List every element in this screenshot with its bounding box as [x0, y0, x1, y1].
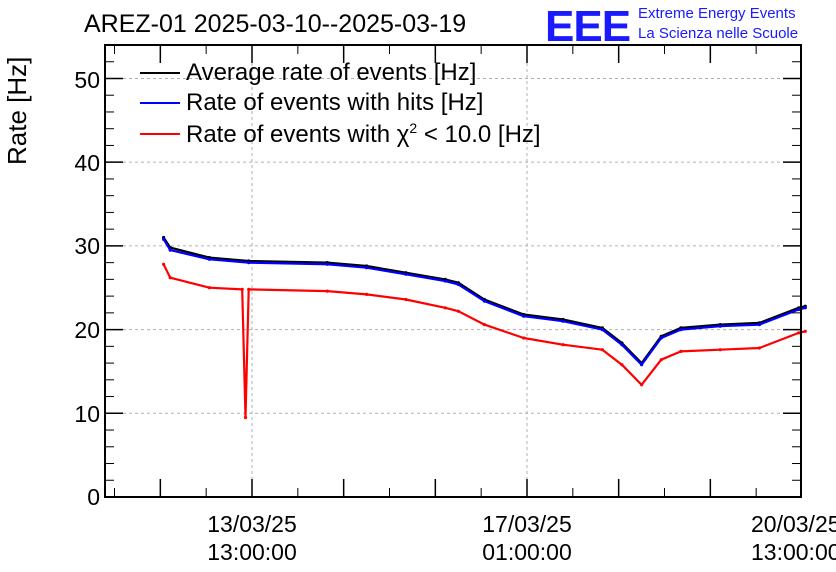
- data-point-hits: [659, 336, 663, 340]
- x-tick-date: 20/03/25: [751, 511, 836, 537]
- legend-swatch: [140, 133, 180, 135]
- data-point-chi2: [404, 297, 408, 302]
- x-tick-date: 17/03/25: [482, 511, 572, 537]
- data-point-hits: [600, 328, 604, 332]
- data-point-chi2: [803, 329, 807, 333]
- x-tick-date: 13/03/25: [207, 511, 297, 537]
- data-point-hits: [797, 307, 801, 312]
- logo-line-2: La Scienza nelle Scuole: [638, 25, 799, 42]
- legend-item-avg: Average rate of events [Hz]: [140, 58, 476, 88]
- data-point-hits: [718, 324, 722, 328]
- y-tick-label: 40: [74, 150, 100, 176]
- logo-line-1: Extreme Energy Events: [638, 5, 796, 22]
- y-tick-label: 30: [74, 233, 100, 259]
- series-line-chi2: [162, 263, 806, 419]
- data-point-chi2: [757, 346, 762, 350]
- legend-label: Rate of events with χ2 < 10.0 [Hz]: [186, 120, 541, 149]
- eee-logo: EEE: [545, 2, 631, 51]
- y-tick-label: 10: [74, 401, 100, 427]
- data-point-chi2: [522, 336, 526, 340]
- data-point-chi2: [600, 348, 604, 352]
- data-point-chi2: [240, 287, 244, 291]
- series-lines: [162, 235, 807, 420]
- plot-frame: [104, 44, 802, 498]
- legend-item-hits: Rate of events with hits [Hz]: [140, 88, 483, 118]
- legend-swatch: [140, 102, 180, 104]
- data-point-chi2: [659, 358, 663, 362]
- data-point-hits: [162, 237, 166, 241]
- data-point-hits: [168, 248, 172, 252]
- x-tick-label: 13/03/25 13:00:00: [192, 510, 312, 566]
- data-point-chi2: [243, 415, 248, 420]
- data-point-hits: [561, 319, 565, 323]
- data-point-chi2: [679, 349, 683, 353]
- x-tick-label: 20/03/25 13:00:00: [751, 510, 836, 566]
- data-point-hits: [365, 266, 369, 270]
- data-point-hits: [404, 272, 408, 276]
- legend-label-suffix: < 10.0 [Hz]: [417, 120, 541, 148]
- data-point-hits: [247, 261, 251, 265]
- data-point-hits: [640, 363, 644, 367]
- legend-label-prefix: Rate of events with χ: [186, 120, 410, 148]
- data-point-chi2: [365, 292, 369, 296]
- data-point-chi2: [325, 289, 329, 293]
- data-point-chi2: [456, 309, 460, 313]
- x-tick-time: 13:00:00: [751, 539, 836, 565]
- y-tick-label: 50: [74, 67, 100, 93]
- data-point-chi2: [168, 276, 172, 280]
- data-point-chi2: [443, 306, 447, 310]
- x-tick-time: 01:00:00: [482, 539, 572, 565]
- data-point-hits: [482, 299, 486, 303]
- data-point-hits: [522, 314, 526, 318]
- data-point-chi2: [247, 287, 251, 291]
- data-point-chi2: [640, 383, 644, 387]
- y-tick-label: 20: [74, 317, 100, 343]
- data-point-hits: [456, 282, 460, 286]
- y-tick-label: 0: [87, 484, 100, 510]
- x-tick-label: 17/03/25 01:00:00: [467, 510, 587, 566]
- data-point-chi2: [797, 331, 801, 335]
- legend-item-chi2: Rate of events with χ2 < 10.0 [Hz]: [140, 119, 541, 149]
- data-point-hits: [803, 306, 807, 310]
- data-point-chi2: [207, 286, 211, 290]
- data-point-chi2: [561, 343, 565, 347]
- axis-ticks: [105, 45, 801, 498]
- data-point-chi2: [620, 363, 624, 367]
- data-point-hits: [325, 262, 329, 266]
- legend-label-sup: 2: [409, 119, 418, 136]
- data-point-chi2: [162, 262, 166, 266]
- legend-swatch: [140, 72, 180, 74]
- data-point-hits: [757, 323, 762, 327]
- chart-title: AREZ-01 2025-03-10--2025-03-19: [84, 10, 467, 38]
- data-point-hits: [443, 279, 447, 283]
- data-point-hits: [679, 328, 683, 332]
- data-point-chi2: [482, 323, 486, 327]
- data-point-hits: [207, 257, 211, 261]
- y-axis-label: Rate [Hz]: [2, 56, 32, 165]
- legend-label: Rate of events with hits [Hz]: [186, 89, 484, 116]
- x-tick-time: 13:00:00: [207, 539, 297, 565]
- data-point-chi2: [718, 348, 722, 352]
- legend-label: Average rate of events [Hz]: [186, 59, 477, 86]
- grid-lines: [105, 45, 801, 497]
- data-point-hits: [620, 343, 624, 347]
